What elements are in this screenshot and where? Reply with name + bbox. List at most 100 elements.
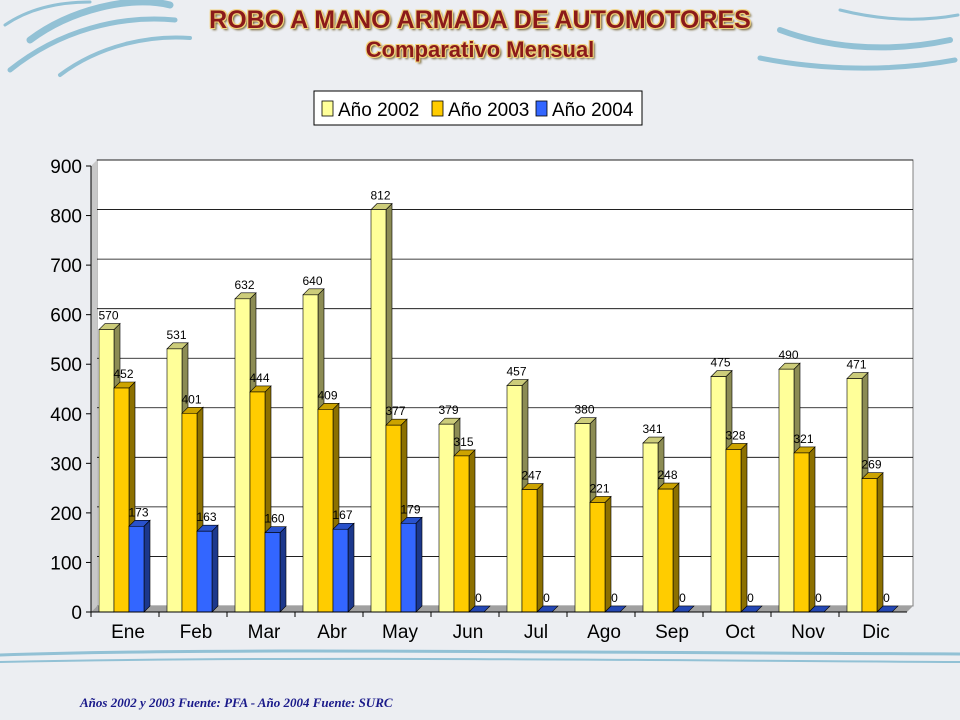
bar-año-2002	[370, 209, 387, 613]
legend-box	[313, 90, 643, 126]
bar-año-2004	[400, 522, 417, 613]
y-tick-label: 100	[50, 553, 82, 574]
data-label: 269	[861, 458, 881, 472]
bar-año-2002	[98, 329, 115, 613]
bar-side	[211, 524, 219, 613]
bar-año-2002	[846, 378, 863, 613]
bar-año-2002	[642, 442, 659, 613]
bar-año-2003	[793, 452, 810, 613]
x-tick-label: Jul	[524, 622, 548, 643]
y-tick-label: 0	[71, 603, 82, 624]
bar-side	[604, 495, 612, 613]
chart-side-wall	[91, 160, 97, 612]
data-label: 341	[642, 422, 662, 436]
data-label: 0	[815, 591, 822, 605]
bar-año-2002	[710, 376, 727, 613]
bar-año-2002	[574, 423, 591, 613]
legend: Año 2002 Año 2003 Año 2004	[313, 90, 643, 126]
data-label: 409	[317, 388, 337, 402]
data-label: 0	[543, 591, 550, 605]
data-label: 570	[98, 309, 118, 323]
bar-año-2003	[113, 387, 130, 613]
data-label: 315	[453, 435, 473, 449]
slide-subtitle: Comparativo Mensual	[365, 37, 595, 62]
data-label: 328	[725, 428, 745, 442]
data-label: 380	[574, 403, 594, 417]
bar-año-2003	[861, 478, 878, 613]
bar-side	[876, 471, 884, 613]
data-label: 401	[181, 392, 201, 406]
bar-año-2002	[778, 368, 795, 613]
bar-side	[740, 442, 748, 613]
x-tick-label: Feb	[180, 622, 213, 643]
data-label: 173	[128, 505, 148, 519]
bar-año-2004	[128, 525, 145, 613]
bar-año-2003	[317, 409, 334, 613]
bar-año-2004	[196, 530, 213, 613]
data-label: 163	[196, 510, 216, 524]
x-tick-label: Nov	[791, 622, 825, 643]
bar-año-2002	[506, 385, 523, 613]
bar-año-2002	[438, 423, 455, 613]
y-tick-label: 900	[50, 157, 82, 178]
x-tick-label: Jun	[453, 622, 484, 643]
data-label: 179	[400, 502, 420, 516]
data-label: 379	[438, 403, 458, 417]
data-label: 0	[679, 591, 686, 605]
bar-side	[808, 446, 816, 613]
data-label: 160	[264, 512, 284, 526]
data-label: 632	[234, 278, 254, 292]
legend-label: Año 2002	[338, 100, 419, 121]
bar-año-2003	[385, 424, 402, 613]
bar-año-2003	[725, 449, 742, 613]
y-tick-label: 600	[50, 306, 82, 327]
y-tick-label: 200	[50, 504, 82, 525]
data-label: 444	[249, 371, 269, 385]
bar-side	[536, 482, 544, 613]
plot-area	[96, 159, 914, 607]
data-label: 457	[506, 365, 526, 379]
bar-año-2003	[453, 455, 470, 613]
data-label: 0	[611, 591, 618, 605]
bar-side	[468, 449, 476, 613]
bar-side	[279, 525, 287, 613]
x-tick-label: Ene	[111, 622, 145, 643]
bar-año-2002	[234, 298, 251, 613]
data-label: 247	[521, 469, 541, 483]
data-label: 167	[332, 508, 352, 522]
data-label: 0	[883, 591, 890, 605]
data-label: 0	[747, 591, 754, 605]
data-label: 452	[113, 367, 133, 381]
legend-label: Año 2004	[552, 100, 634, 121]
bar-año-2002	[166, 348, 183, 613]
slide-title: ROBO A MANO ARMADA DE AUTOMOTORES	[209, 6, 751, 34]
bar-año-2003	[249, 391, 266, 613]
legend-swatch	[535, 100, 548, 117]
bar-side	[347, 522, 355, 613]
y-tick-label: 800	[50, 207, 82, 228]
y-tick-label: 400	[50, 405, 82, 426]
legend-swatch	[321, 100, 334, 117]
bar-año-2004	[332, 528, 349, 613]
data-label: 377	[385, 404, 405, 418]
x-tick-label: Mar	[248, 622, 281, 643]
bar-año-2003	[181, 412, 198, 613]
legend-label: Año 2003	[448, 100, 529, 121]
data-label: 248	[657, 468, 677, 482]
chart-floor	[91, 606, 913, 612]
bar-side	[415, 516, 423, 613]
data-label: 490	[778, 348, 798, 362]
data-label: 221	[589, 481, 609, 495]
bar-año-2003	[657, 488, 674, 613]
data-label: 321	[793, 432, 813, 446]
data-label: 475	[710, 356, 730, 370]
data-label: 531	[166, 328, 186, 342]
x-tick-label: Abr	[317, 622, 347, 643]
y-tick-label: 500	[50, 355, 82, 376]
x-tick-label: Oct	[725, 622, 755, 643]
bar-año-2002	[302, 294, 319, 613]
bar-año-2004	[264, 532, 281, 613]
data-label: 640	[302, 274, 322, 288]
bar-side	[143, 519, 151, 613]
